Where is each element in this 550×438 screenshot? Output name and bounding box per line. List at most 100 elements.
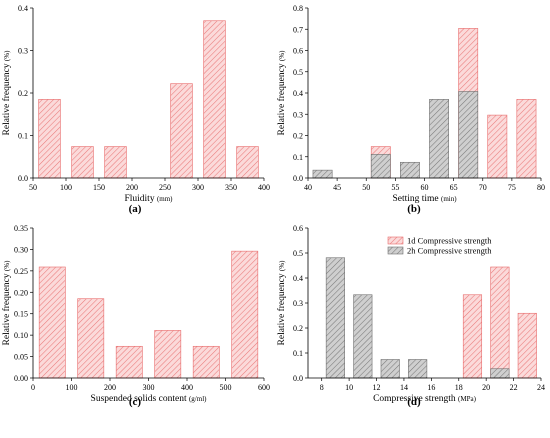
y-tick-label: 0.30 [14,245,28,254]
y-tick-label: 0.4 [293,274,303,283]
y-tick-label: 0.2 [18,89,28,98]
bar [236,146,259,179]
x-tick-label: 20 [482,383,490,392]
x-axis-unit: (min) [441,195,457,203]
bar [38,99,61,179]
y-tick-label: 0.3 [293,299,303,308]
x-tick-label: 600 [258,383,270,392]
y-tick-label: 0.25 [14,267,28,276]
bar [104,146,127,179]
bar [71,146,94,179]
panel-label: (b) [407,203,421,215]
y-tick-label: 0.6 [293,47,303,56]
y-axis-title: Relative frequency (%) [1,260,12,346]
x-tick-label: 80 [537,183,545,192]
bar [312,169,333,179]
legend-swatch [387,236,404,245]
y-tick-label: 0.1 [293,153,303,162]
bar [77,298,105,379]
x-axis-unit: (MPa) [458,395,477,403]
y-tick-label: 0.15 [14,310,28,319]
x-tick-label: 300 [192,183,204,192]
chart-panel: 0.00 0.05 0.10 0.15 0.20 0.25 0.30 0.35 0 100 200 3… [1,224,270,408]
y-tick-label: 0.0 [18,174,28,183]
x-tick-label: 400 [181,383,193,392]
y-tick-label: 0.3 [293,110,303,119]
y-tick-label: 0.3 [18,47,28,56]
bar [325,257,345,379]
x-tick-label: 18 [455,383,463,392]
bar [203,20,226,179]
x-tick-label: 300 [143,383,155,392]
panel-label: (c) [129,396,142,408]
x-tick-label: 150 [93,183,105,192]
legend-label: 1d Compressive strength [407,236,492,246]
bar [170,83,193,179]
x-tick-label: 50 [362,183,370,192]
y-axis-unit: (%) [3,50,11,61]
chart-panel: 0.0 0.1 0.2 0.3 0.4 0.5 0.6 8 10 12 14 16 18 20 22 24 Co… [276,224,545,408]
bar [400,161,420,179]
y-tick-label: 0.4 [18,4,28,13]
bar [487,114,508,179]
x-tick-label: 100 [60,183,72,192]
y-tick-label: 0.35 [14,224,28,233]
bar [192,345,220,379]
bar [516,99,537,179]
bar [231,250,259,379]
x-tick-label: 16 [427,383,435,392]
bar [380,359,400,379]
y-tick-label: 0.20 [14,288,28,297]
y-tick-label: 0.2 [293,324,303,333]
x-axis-title: Compressive strength (MPa) [373,394,477,404]
y-tick-label: 0.2 [293,132,303,141]
bar [115,345,143,379]
x-tick-label: 250 [159,183,171,192]
x-axis-title: Setting time (min) [392,194,457,204]
x-tick-label: 22 [510,383,518,392]
y-axis-title: Relative frequency (%) [276,260,287,346]
x-tick-label: 45 [333,183,341,192]
y-tick-label: 0.0 [293,174,303,183]
y-tick-label: 0.4 [293,89,303,98]
x-tick-label: 24 [537,383,545,392]
bar [154,330,182,379]
x-tick-label: 8 [320,383,324,392]
x-axis-title: Fluidity (mm) [124,194,173,204]
bar [490,368,510,379]
x-tick-label: 60 [421,183,429,192]
x-tick-label: 50 [29,183,37,192]
y-tick-label: 0.7 [293,25,303,34]
y-tick-label: 0.1 [18,132,28,141]
x-tick-label: 200 [126,183,138,192]
y-tick-label: 0.00 [14,374,28,383]
x-tick-label: 14 [400,383,408,392]
bar [370,154,391,179]
x-axis-unit: (mm) [157,195,173,203]
x-tick-label: 500 [220,383,232,392]
x-tick-label: 10 [345,383,353,392]
x-tick-label: 200 [104,383,116,392]
panel-label: (d) [407,396,421,408]
bar [429,99,449,179]
x-tick-label: 55 [391,183,399,192]
y-tick-label: 0.0 [293,374,303,383]
y-tick-label: 0.5 [293,249,303,258]
bar [38,266,66,379]
y-axis-unit: (%) [3,260,11,271]
y-tick-label: 0.5 [293,68,303,77]
legend-swatch [387,246,404,255]
y-tick-label: 0.05 [14,353,28,362]
x-tick-label: 40 [304,183,312,192]
y-tick-label: 0.8 [293,4,303,13]
x-tick-label: 70 [479,183,487,192]
chart-panel: 0.0 0.1 0.2 0.3 0.4 50 100 150 200 250 300 350 400 Fl… [1,4,270,215]
x-tick-label: 350 [225,183,237,192]
bar [517,312,537,379]
y-axis-unit: (%) [278,260,286,271]
chart-panel: 0.0 0.1 0.2 0.3 0.4 0.5 0.6 0.7 0.8 40 45 50 55 60 65 7… [276,4,545,215]
legend-label: 2h Compressive strength [407,246,492,256]
y-axis-unit: (%) [278,50,286,61]
